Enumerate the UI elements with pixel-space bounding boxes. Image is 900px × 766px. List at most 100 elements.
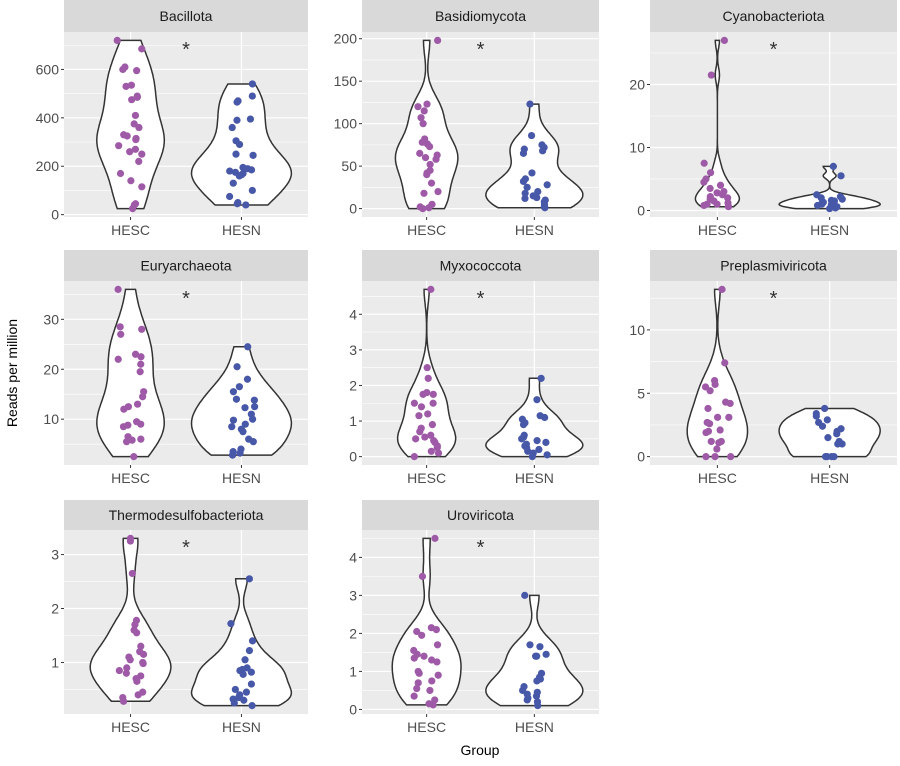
data-point-hesn: [526, 100, 534, 108]
data-point-hesc: [122, 669, 130, 677]
y-tick-label: 20: [43, 361, 59, 377]
y-tick-label: 0: [637, 449, 645, 465]
data-point-hesc: [429, 399, 437, 407]
data-point-hesn: [535, 445, 543, 454]
data-point-hesc: [117, 330, 125, 338]
x-tick-label: HESN: [222, 222, 261, 238]
data-point-hesc: [713, 445, 721, 453]
data-point-hesn: [229, 416, 238, 424]
y-tick-label: 3: [349, 587, 357, 603]
significance-marker: *: [770, 39, 778, 61]
data-point-hesn: [539, 147, 547, 155]
data-point-hesc: [137, 420, 145, 428]
data-point-hesc: [700, 178, 708, 186]
facet-strip: [362, 250, 599, 281]
data-point-hesn: [232, 395, 241, 403]
data-point-hesn: [247, 166, 256, 174]
data-point-hesc: [715, 439, 723, 447]
facet-strip: [362, 0, 599, 32]
data-point-hesc: [139, 650, 148, 658]
data-point-hesn: [248, 637, 257, 645]
data-point-hesn: [233, 98, 241, 106]
data-point-hesn: [543, 181, 551, 189]
violin-hesc: [89, 537, 172, 703]
data-point-hesc: [114, 355, 122, 363]
data-point-hesn: [226, 192, 234, 201]
data-point-hesc: [713, 413, 722, 421]
x-tick-label: HESN: [222, 719, 261, 735]
data-point-hesc: [431, 534, 439, 542]
data-point-hesc: [133, 629, 141, 637]
data-point-hesc: [423, 100, 431, 108]
y-tick-label: 10: [629, 322, 645, 338]
violin-hesc: [694, 39, 741, 208]
data-point-hesc: [128, 436, 136, 444]
x-tick-label: HESN: [515, 470, 554, 486]
facet-strip: [650, 250, 897, 281]
data-point-hesn: [248, 702, 256, 710]
y-tick-label: 0: [349, 701, 357, 717]
data-point-hesc: [429, 390, 437, 398]
y-tick-label: 20: [629, 77, 645, 93]
x-tick-label: HESC: [407, 222, 446, 238]
data-point-hesc: [423, 364, 431, 372]
data-point-hesn: [829, 162, 837, 170]
data-point-hesc: [420, 107, 428, 115]
data-point-hesn: [229, 179, 237, 187]
data-point-hesn: [821, 404, 829, 413]
data-point-hesn: [523, 696, 531, 704]
data-point-hesc: [432, 155, 440, 163]
y-tick-label: 50: [341, 158, 357, 174]
data-point-hesc: [115, 142, 123, 150]
significance-marker: *: [182, 39, 190, 61]
y-tick-label: 5: [637, 385, 645, 401]
y-tick-label: 2: [349, 377, 357, 393]
y-tick-label: 1: [349, 413, 357, 429]
data-point-hesc: [126, 656, 134, 664]
data-point-hesn: [542, 438, 550, 447]
data-point-hesc: [414, 679, 422, 687]
data-point-hesc: [138, 45, 146, 53]
data-point-hesn: [248, 80, 257, 88]
x-tick-label: HESC: [111, 719, 150, 735]
data-point-hesc: [419, 204, 427, 213]
data-point-hesc: [137, 353, 145, 361]
data-point-hesc: [707, 437, 715, 446]
significance-marker: *: [477, 39, 485, 61]
data-point-hesc: [416, 428, 424, 436]
data-point-hesc: [412, 435, 420, 443]
data-point-hesn: [229, 388, 238, 396]
data-point-hesc: [130, 453, 138, 461]
y-tick-label: 150: [334, 73, 358, 89]
data-point-hesn: [233, 363, 241, 371]
x-tick-label: HESN: [515, 222, 554, 238]
data-point-hesn: [543, 451, 551, 459]
data-point-hesc: [426, 686, 434, 695]
x-tick-label: HESC: [698, 222, 737, 238]
facet-strip: [64, 0, 308, 32]
data-point-hesc: [713, 200, 721, 208]
data-point-hesn: [831, 204, 840, 212]
data-point-hesn: [231, 685, 239, 694]
significance-marker: *: [770, 288, 778, 310]
data-point-hesn: [824, 434, 832, 442]
facet-strip-label: Euryarchaeota: [140, 258, 231, 274]
y-tick-label: 0: [349, 449, 357, 465]
facet-panel-cyanobacteriota: Cyanobacteriota 0 10 20 HESC HESN *: [629, 0, 897, 238]
x-tick-label: HESN: [810, 222, 849, 238]
data-point-hesc: [415, 669, 423, 677]
data-point-hesc: [137, 435, 145, 443]
data-point-hesc: [724, 203, 733, 211]
data-point-hesn: [534, 702, 542, 710]
data-point-hesc: [427, 285, 435, 293]
y-tick-label: 200: [334, 31, 358, 47]
data-point-hesn: [527, 131, 536, 140]
data-point-hesn: [228, 451, 237, 459]
x-tick-label: HESC: [407, 719, 446, 735]
data-point-hesc: [421, 154, 430, 162]
data-point-hesn: [541, 413, 549, 422]
violin-hesn: [485, 594, 584, 707]
data-point-hesn: [533, 396, 541, 404]
data-point-hesc: [128, 569, 136, 578]
data-point-hesn: [235, 172, 243, 180]
